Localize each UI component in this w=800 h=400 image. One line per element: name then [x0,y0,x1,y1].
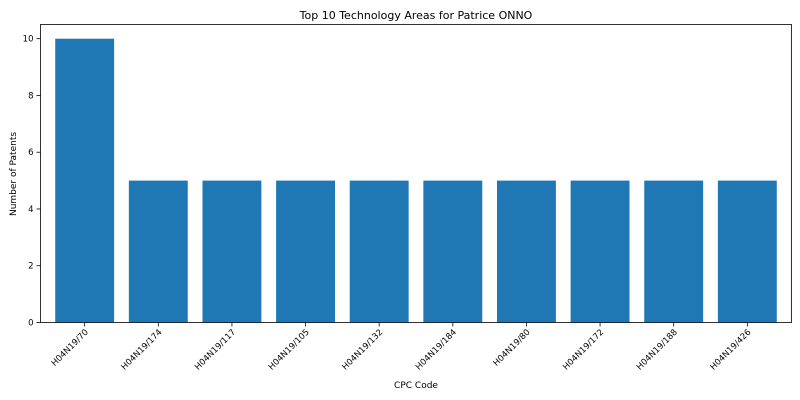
bar-h04n19-117 [202,181,261,323]
y-tick-label: 10 [23,35,34,45]
y-tick-label: 0 [28,319,33,329]
x-tick-label: H04N19/426 [709,328,754,373]
y-tick-label: 6 [28,148,33,158]
x-tick-label: H04N19/172 [561,328,606,373]
x-tick-label: H04N19/105 [267,328,312,373]
bar-h04n19-184 [423,181,482,323]
plot-area: 0 2 4 6 8 10 H04N19/70 H04N19/174 H04N19/117 H04N… [23,35,777,373]
bar-h04n19-105 [276,181,335,323]
x-tick-label: H04N19/184 [414,328,459,373]
y-tick-label: 4 [28,205,33,215]
bar-h04n19-70 [55,39,114,323]
x-tick-label: H04N19/80 [492,328,533,369]
bar-h04n19-132 [350,181,409,323]
x-axis-label: CPC Code [394,381,438,391]
bar-h04n19-188 [644,181,703,323]
x-tick-label: H04N19/117 [193,328,238,373]
bar-h04n19-80 [497,181,556,323]
x-tick-label: H04N19/132 [340,328,385,373]
x-tick-label: H04N19/70 [50,328,91,369]
x-tick-label: H04N19/188 [635,328,680,373]
bar-h04n19-172 [571,181,630,323]
y-axis-label: Number of Patents [9,132,19,216]
y-tick-label: 8 [28,91,33,101]
x-tick-label: H04N19/174 [120,328,165,373]
bar-h04n19-174 [129,181,188,323]
bar-h04n19-426 [718,181,777,323]
y-tick-label: 2 [28,262,33,272]
chart-title: Top 10 Technology Areas for Patrice ONNO [299,9,533,22]
